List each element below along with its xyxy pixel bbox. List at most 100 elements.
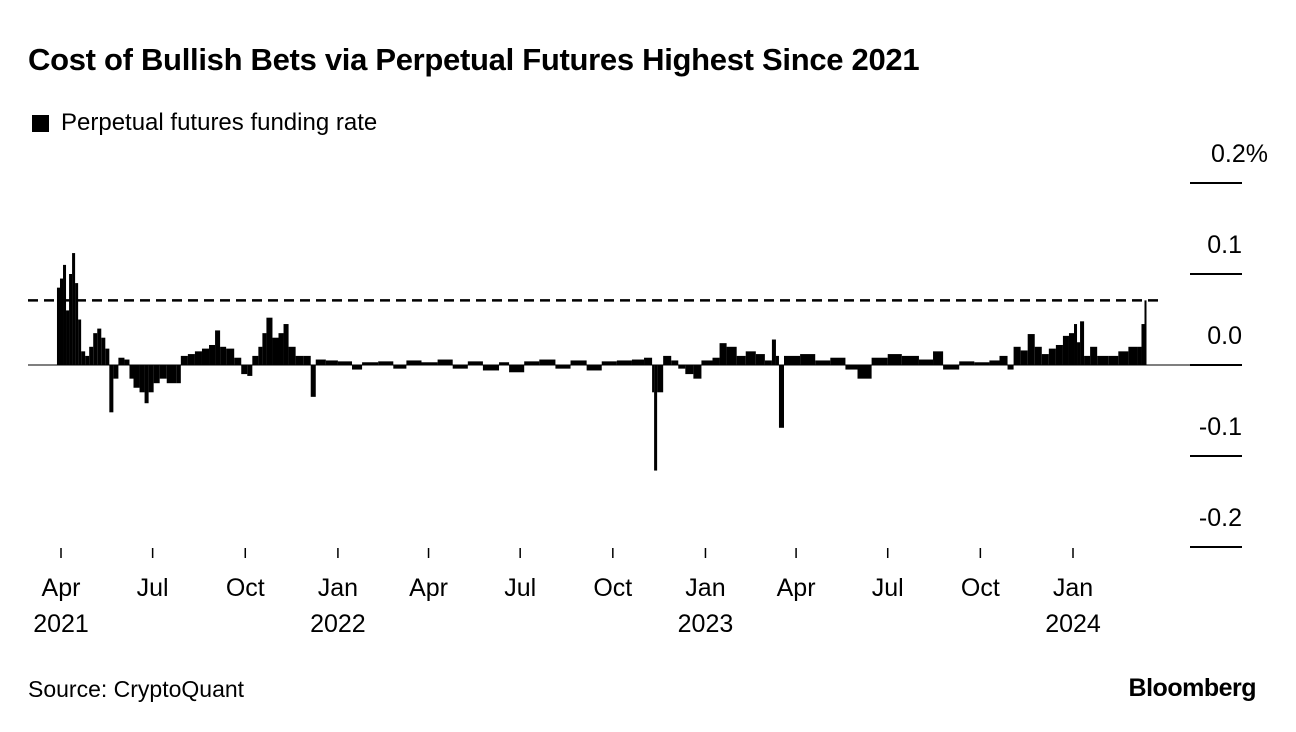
bar <box>262 333 267 365</box>
bar <box>999 355 1008 365</box>
bar <box>78 319 82 365</box>
bar <box>726 346 737 365</box>
bar <box>437 359 453 365</box>
x-tick-year-label: 2023 <box>678 610 734 638</box>
bar <box>69 274 73 365</box>
bar <box>101 337 106 365</box>
bar <box>85 355 90 365</box>
legend: Perpetual futures funding rate <box>32 109 377 137</box>
bar <box>989 360 1000 365</box>
bar <box>943 365 960 370</box>
bar <box>187 354 195 365</box>
x-tick-label: Apr <box>777 574 816 602</box>
bar <box>378 361 394 365</box>
bar <box>278 333 284 365</box>
bar <box>1068 333 1075 365</box>
bar <box>778 365 785 428</box>
bar <box>959 361 975 365</box>
legend-swatch <box>32 114 49 132</box>
bar <box>586 365 602 371</box>
bar <box>133 365 140 388</box>
bar <box>857 365 872 379</box>
x-tick-label: Jan <box>1053 574 1093 602</box>
bar <box>1055 344 1063 365</box>
bar <box>220 346 227 365</box>
bar <box>1041 354 1049 365</box>
y-tick-label: 0.2% <box>1211 140 1268 168</box>
bar <box>830 357 846 365</box>
bar <box>1144 300 1147 365</box>
bar <box>616 360 632 365</box>
bar <box>601 361 617 365</box>
bar <box>755 354 765 365</box>
bar <box>153 365 160 384</box>
bar <box>657 365 664 393</box>
x-tick-label: Jan <box>318 574 358 602</box>
bar <box>159 365 167 379</box>
bar <box>467 361 483 365</box>
bar <box>815 360 831 365</box>
bar <box>97 328 102 365</box>
legend-label: Perpetual futures funding rate <box>61 109 378 136</box>
bar <box>701 360 713 365</box>
y-tick-label: 0.1 <box>1207 231 1242 259</box>
bar <box>719 343 727 365</box>
bar <box>1118 351 1129 365</box>
x-tick-label: Oct <box>226 574 265 602</box>
bar <box>1077 342 1081 365</box>
bar <box>303 355 311 365</box>
bar <box>654 365 658 471</box>
bar <box>452 365 468 369</box>
bar <box>63 264 67 365</box>
bar <box>59 278 64 365</box>
bar <box>118 357 125 365</box>
bar <box>201 348 210 365</box>
bar <box>144 365 149 404</box>
bar <box>1084 355 1091 365</box>
bar <box>148 365 154 393</box>
bar <box>671 360 679 365</box>
bar <box>1034 346 1042 365</box>
bar <box>56 287 60 365</box>
bar <box>1137 346 1142 365</box>
bar <box>337 361 353 365</box>
bar <box>234 357 242 365</box>
bar <box>1048 348 1056 365</box>
bar <box>678 365 686 369</box>
bar <box>362 362 379 365</box>
bar <box>685 365 694 375</box>
bar <box>124 359 130 365</box>
bar <box>871 357 888 365</box>
bar <box>775 355 779 365</box>
bar <box>393 365 407 369</box>
bar <box>113 365 119 379</box>
bar <box>1062 335 1069 365</box>
x-tick-label: Apr <box>409 574 448 602</box>
x-tick-label: Oct <box>593 574 632 602</box>
bar <box>105 348 110 365</box>
x-tick-label: Jan <box>685 574 725 602</box>
bar <box>283 324 289 365</box>
y-tick-label: -0.1 <box>1199 413 1242 441</box>
bar <box>644 357 653 365</box>
bar <box>800 354 816 365</box>
bar <box>845 365 858 370</box>
bar <box>933 351 944 365</box>
bar <box>918 359 934 365</box>
bar <box>745 351 756 365</box>
bar <box>771 339 776 365</box>
x-tick-label: Jul <box>504 574 536 602</box>
bar <box>81 351 86 365</box>
bar <box>901 355 919 365</box>
x-tick-label: Jul <box>872 574 904 602</box>
bar <box>524 361 540 365</box>
bar <box>1020 350 1028 365</box>
bar <box>295 355 304 365</box>
bar <box>712 357 720 365</box>
bar <box>266 317 273 365</box>
bar <box>288 346 296 365</box>
bar <box>1128 346 1138 365</box>
bar <box>89 346 94 365</box>
bloomberg-logo: Bloomberg <box>1128 674 1257 702</box>
